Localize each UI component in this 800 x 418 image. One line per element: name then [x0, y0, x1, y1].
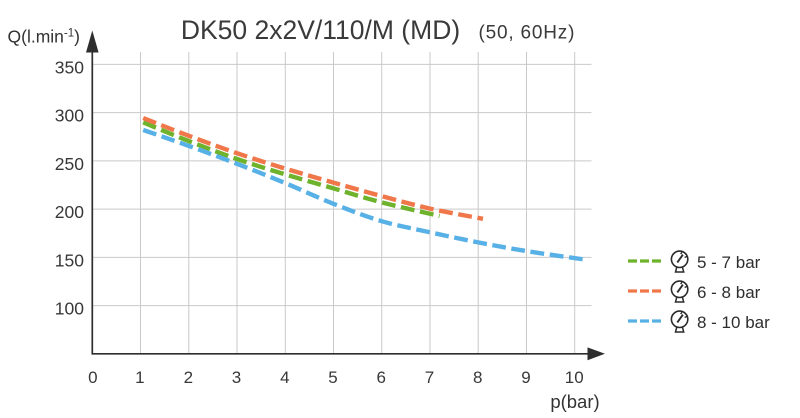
svg-text:1: 1 [135, 368, 144, 387]
svg-text:8 - 10 bar: 8 - 10 bar [697, 313, 770, 332]
svg-text:0: 0 [88, 368, 97, 387]
svg-text:(50, 60Hz): (50, 60Hz) [479, 23, 576, 44]
svg-text:DK50 2x2V/110/M (MD): DK50 2x2V/110/M (MD) [181, 15, 460, 45]
svg-text:2: 2 [184, 368, 193, 387]
svg-text:5 - 7 bar: 5 - 7 bar [697, 253, 761, 272]
svg-text:6 - 8 bar: 6 - 8 bar [697, 283, 761, 302]
svg-text:5: 5 [328, 368, 337, 387]
svg-text:200: 200 [55, 202, 84, 222]
svg-text:3: 3 [232, 368, 241, 387]
svg-text:100: 100 [55, 299, 84, 319]
svg-text:7: 7 [425, 368, 434, 387]
svg-text:4: 4 [280, 368, 289, 387]
svg-text:Q(l.min-1): Q(l.min-1) [8, 27, 80, 47]
svg-text:10: 10 [565, 368, 584, 387]
svg-text:150: 150 [55, 250, 84, 270]
svg-text:6: 6 [376, 368, 385, 387]
svg-text:9: 9 [521, 368, 530, 387]
svg-text:350: 350 [55, 57, 84, 77]
svg-text:300: 300 [55, 106, 84, 126]
svg-text:250: 250 [55, 154, 84, 174]
svg-text:p(bar): p(bar) [550, 391, 599, 412]
svg-text:8: 8 [473, 368, 482, 387]
